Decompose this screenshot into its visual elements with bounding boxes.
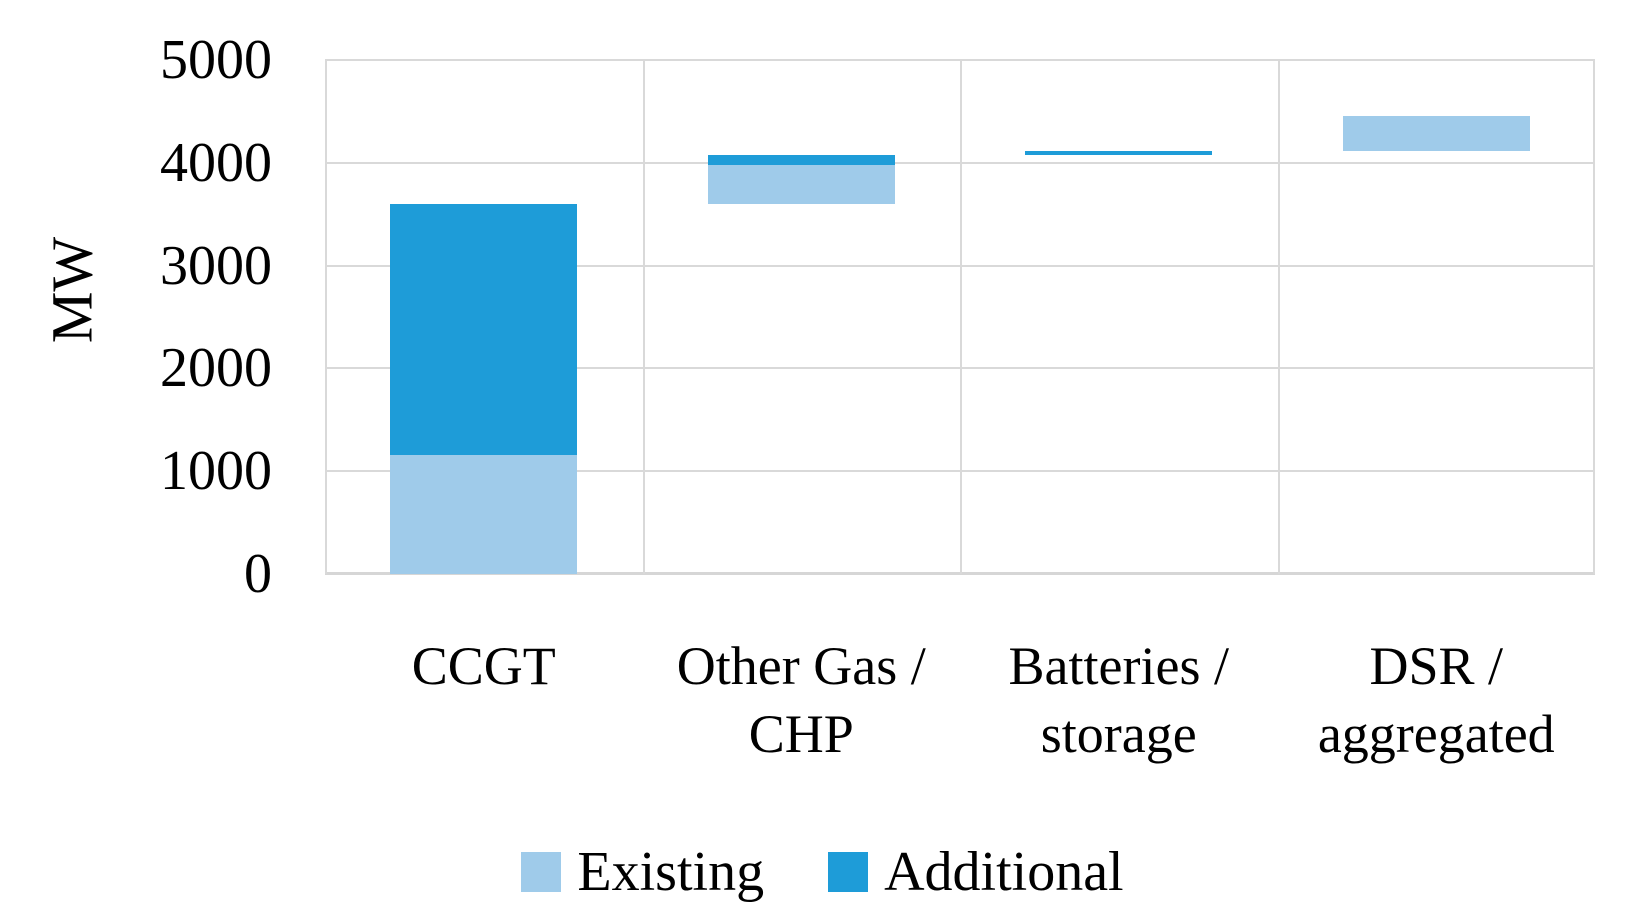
gridline-x-1 [643, 60, 645, 574]
bar-ccgt-existing [390, 454, 578, 574]
y-tick-label-1000: 1000 [160, 440, 272, 502]
bar-ccgt-additional [390, 203, 578, 455]
y-tick-label-3000: 3000 [160, 235, 272, 297]
legend-item-existing: Existing [521, 842, 764, 902]
x-category-label-line: aggregated [1317, 704, 1555, 764]
y-tick-label-2000: 2000 [160, 337, 272, 399]
x-category-label-line: Batteries / [1008, 636, 1229, 696]
gridline-x-3 [1278, 60, 1280, 574]
x-category-label-dsr-aggregated: DSR / aggregated [1278, 632, 1596, 768]
legend-label-additional: Additional [884, 841, 1124, 903]
gridline-x-2 [960, 60, 962, 574]
x-category-label-line: Other Gas / [676, 636, 926, 696]
y-axis-tick-labels: 0 1000 2000 3000 4000 5000 [0, 0, 272, 924]
x-category-label-line: CCGT [411, 636, 556, 696]
y-tick-label-4000: 4000 [160, 132, 272, 194]
y-tick-label-5000: 5000 [160, 29, 272, 91]
bar-batteries-storage-additional [1025, 151, 1213, 156]
bar-other-gas-chp-additional [707, 155, 895, 165]
y-tick-label-0: 0 [244, 543, 272, 605]
x-category-label-ccgt: CCGT [325, 632, 643, 700]
legend-swatch-existing [521, 852, 562, 892]
legend-swatch-additional [828, 852, 869, 892]
legend-item-additional: Additional [828, 842, 1124, 902]
bar-dsr-aggregated-existing [1342, 115, 1530, 151]
plot-area [325, 59, 1595, 575]
x-category-label-line: CHP [748, 704, 854, 764]
gridline-x-4 [1593, 60, 1595, 574]
x-category-label-line: storage [1040, 704, 1197, 764]
bar-other-gas-chp-existing [707, 164, 895, 204]
x-category-label-other-gas-chp: Other Gas / CHP [643, 632, 961, 768]
legend-label-existing: Existing [577, 841, 765, 903]
x-category-label-line: DSR / [1369, 636, 1504, 696]
gridline-x-0 [325, 60, 327, 574]
x-category-label-batteries-storage: Batteries / storage [960, 632, 1278, 768]
legend: Existing Additional [0, 834, 1645, 910]
